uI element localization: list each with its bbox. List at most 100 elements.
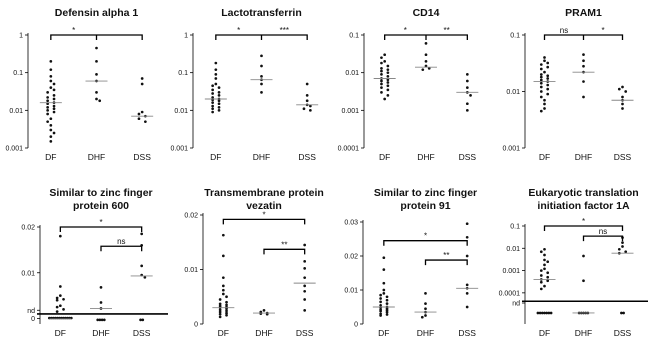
y-tick-label: nd [27,308,35,315]
data-point [221,233,225,237]
data-point [380,56,383,60]
data-point [539,67,543,71]
y-tick-label: 1 [184,33,188,40]
y-tick-label: 0.0001 [499,290,521,297]
data-point [386,78,390,82]
data-point [144,120,147,124]
data-point [427,67,431,70]
data-point [379,314,382,317]
data-point [95,91,98,94]
x-category-label: DF [378,328,389,338]
data-point [52,110,56,114]
data-point [218,308,222,312]
data-point [385,313,389,316]
y-tick-label: 0.02 [21,225,35,232]
data-point [424,307,427,311]
x-category-label: DSS [614,328,632,338]
data-point [382,292,386,295]
x-category-label: DF [55,328,66,338]
data-point [539,90,543,93]
data-point [621,245,624,248]
chart-title: Eukaryotic translation [528,187,638,199]
data-point [55,296,59,300]
data-point [95,59,98,63]
data-point [386,68,390,72]
data-point [539,280,543,284]
data-point [621,102,624,106]
data-point [260,64,263,68]
data-point [217,108,221,112]
data-point [543,284,546,288]
data-point [424,59,428,63]
data-point [217,106,221,109]
chart-title: protein 91 [400,200,450,212]
y-tick-label: 0.01 [21,270,35,277]
data-point [382,288,386,292]
data-point [380,69,383,73]
data-point [379,309,382,313]
data-point [214,61,218,65]
data-point [211,88,214,92]
data-point [379,300,382,304]
data-point [221,276,225,280]
data-point [305,93,309,97]
chart-title: vezatin [246,200,282,212]
data-point [582,254,585,258]
data-point [617,247,621,251]
data-point [539,73,543,76]
data-point [260,74,263,78]
data-point [380,79,383,83]
y-tick-label: 0.01 [344,288,358,295]
significance-label: * [99,218,102,227]
data-point [465,222,469,226]
chart-title: Similar to zinc finger [49,187,152,199]
data-point [380,86,383,90]
data-point [221,288,225,292]
data-point [303,243,307,247]
significance-label: * [582,217,585,226]
data-point [143,275,147,279]
data-point [543,247,546,251]
data-point [386,74,390,78]
data-point [424,64,428,68]
data-point [218,298,222,301]
significance-bracket [424,259,468,266]
significance-label: ns [117,237,125,246]
x-category-label: DF [210,152,221,162]
significance-bracket [59,226,143,232]
data-point [539,274,543,277]
y-tick-label: 0.001 [341,108,359,115]
data-point [380,73,383,76]
significance-bracket [543,225,624,231]
data-point-nd [547,311,551,315]
data-point [49,59,53,63]
chart-title: initiation factor 1A [537,200,630,212]
data-point [46,91,49,94]
data-point [58,304,62,308]
data-point [539,109,543,113]
data-point [46,120,49,124]
data-point [386,71,390,75]
data-point [539,75,543,79]
data-point [465,254,469,258]
data-point [49,135,53,139]
data-point [49,117,53,121]
x-category-label: DSS [614,152,632,162]
x-category-label: DHF [88,152,105,162]
data-point [424,314,427,317]
data-point [546,74,550,78]
data-point [546,83,550,87]
data-point [465,235,469,239]
data-point [217,102,221,106]
significance-label: * [601,26,604,35]
data-point-nd [622,311,625,315]
data-point [214,77,218,80]
data-point [95,73,98,76]
data-point [303,259,307,263]
data-point [99,301,103,304]
data-point-nd [96,318,100,322]
significance-label: ** [444,26,450,35]
